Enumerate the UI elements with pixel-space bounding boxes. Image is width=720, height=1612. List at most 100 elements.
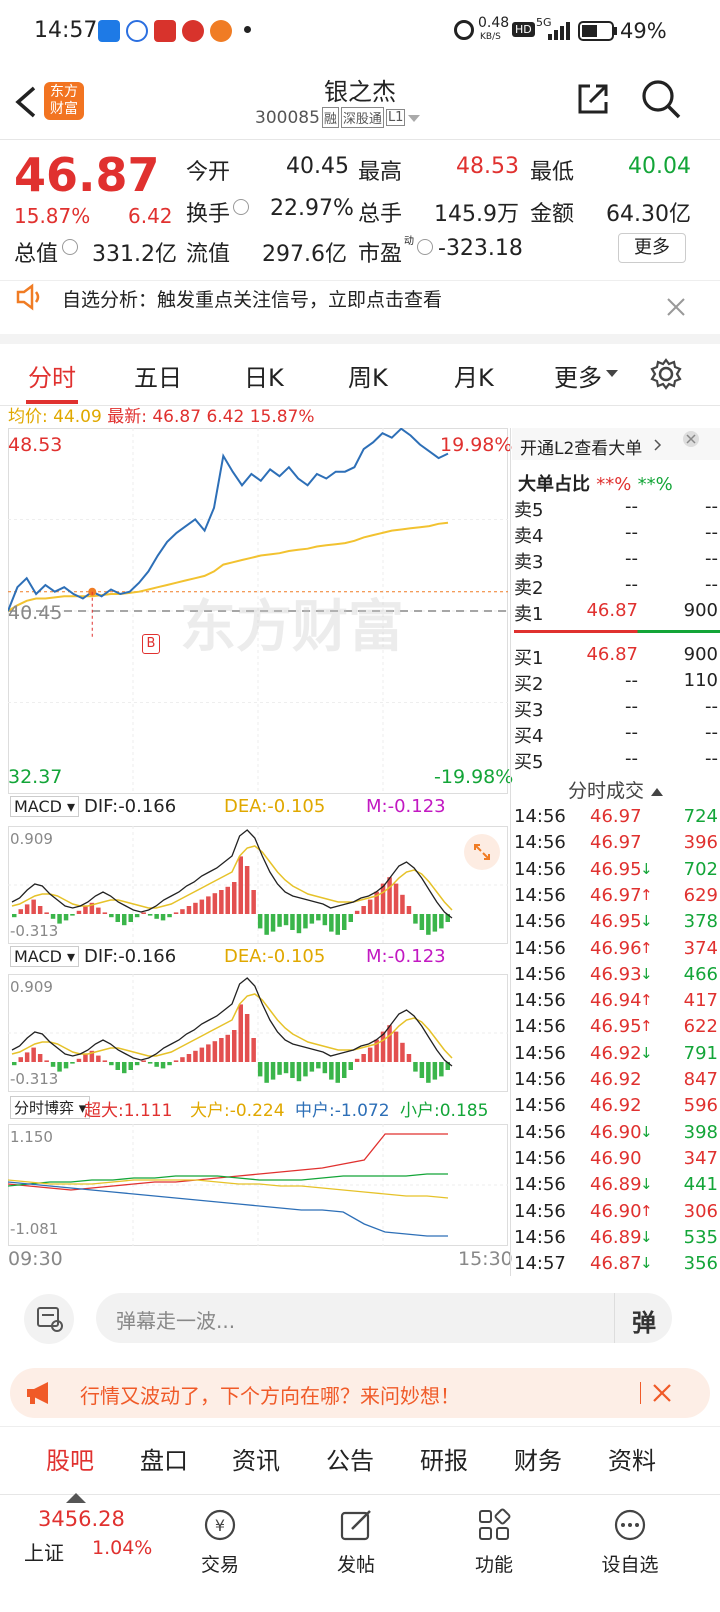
turnover-label: 换手	[186, 202, 231, 227]
macd-bar	[193, 1050, 198, 1062]
nav-trade-label: 交易	[200, 1554, 239, 1576]
flow-chart[interactable]	[8, 1124, 508, 1246]
nav-functions[interactable]: 功能	[444, 1505, 544, 1577]
back-arrow-icon[interactable]	[12, 84, 40, 120]
tab-intraday[interactable]: 分时	[28, 364, 76, 392]
signal-icon	[548, 22, 570, 40]
intraday-chart[interactable]	[8, 428, 508, 794]
alert-text: 自选分析：触发重点关注信号，立即点击查看	[62, 289, 443, 311]
macd-bar	[400, 1042, 405, 1062]
comment-input[interactable]: 弹幕走一波... 弹	[96, 1293, 672, 1343]
gear-icon[interactable]	[650, 358, 682, 390]
macd-bar	[193, 902, 198, 914]
macd-bar	[257, 914, 263, 929]
macd-bar	[419, 1062, 425, 1078]
expand-button[interactable]	[464, 834, 500, 870]
macd-bar	[387, 1025, 392, 1062]
promo-banner[interactable]: 行情又波动了，下个方向在哪？来问妙想！	[10, 1368, 710, 1418]
danmaku-button[interactable]: 弹	[632, 1309, 656, 1337]
trade-direction: ↑	[640, 1017, 653, 1036]
macd1-chart[interactable]	[8, 826, 508, 944]
subtab-profile[interactable]: 资料	[608, 1447, 656, 1475]
search-icon[interactable]	[640, 78, 682, 120]
close-icon[interactable]	[666, 297, 686, 317]
subtab-guba[interactable]: 股吧	[46, 1447, 94, 1475]
macd-bar	[57, 1062, 62, 1072]
tab-more[interactable]: 更多	[554, 364, 602, 392]
macd2-header: MACD ▾ DIF:-0.166 DEA:-0.105 M:-0.123	[8, 944, 510, 974]
avg-label: 均价:	[8, 407, 48, 427]
tab-weekly-k[interactable]: 周K	[348, 364, 388, 392]
info-icon[interactable]	[417, 239, 433, 255]
trades-title[interactable]: 分时成交	[512, 776, 720, 803]
trade-price: 46.92	[590, 1042, 642, 1064]
comment-settings-button[interactable]	[24, 1294, 74, 1344]
l2-banner[interactable]: 开通L2查看大单	[512, 428, 720, 460]
ask-row: 卖4 -- --	[514, 522, 720, 549]
macd-bar	[24, 904, 30, 914]
macd-bar	[283, 1062, 289, 1074]
macd-bar	[374, 891, 379, 914]
analysis-alert[interactable]: 自选分析：触发重点关注信号，立即点击查看	[0, 280, 720, 344]
trade-row: 14:57 46.87 ↓ 356	[514, 1253, 720, 1280]
trade-price: 46.90	[590, 1121, 642, 1143]
share-icon[interactable]	[574, 80, 612, 118]
more-button[interactable]: 更多	[618, 233, 686, 263]
subtab-finance[interactable]: 财务	[514, 1447, 562, 1475]
flow-header: 分时博弈 ▾ 超大:1.111 大户:-0.224 中户:-1.072 小户:0…	[8, 1094, 510, 1124]
nav-post[interactable]: 发帖	[306, 1505, 406, 1577]
macd-bar	[277, 914, 282, 927]
nav-trade[interactable]: ¥ 交易	[170, 1505, 270, 1577]
sort-up-icon	[651, 788, 664, 796]
trade-volume: 622	[683, 1016, 718, 1038]
l2-text: 开通L2查看大单	[520, 439, 643, 459]
subtab-pankou[interactable]: 盘口	[140, 1447, 188, 1475]
macd2-chart[interactable]	[8, 974, 508, 1092]
trade-row: 14:56 46.97 724	[514, 806, 720, 833]
ask-volume: --	[705, 522, 718, 543]
app-notification-icon	[210, 20, 232, 42]
tab-five-day[interactable]: 五日	[134, 364, 182, 392]
comment-placeholder: 弹幕走一波...	[116, 1309, 236, 1333]
trade-row: 14:56 46.95 ↓ 378	[514, 911, 720, 938]
subtab-news[interactable]: 资讯	[232, 1447, 280, 1475]
trade-price: 46.97	[590, 832, 642, 854]
nav-add-watchlist[interactable]: 设自选	[580, 1505, 680, 1577]
info-icon[interactable]	[62, 239, 78, 255]
dropdown-triangle-icon[interactable]	[407, 113, 421, 123]
macd-bar	[180, 1057, 185, 1062]
trade-volume: 535	[683, 1226, 718, 1248]
trade-time: 14:56	[514, 1226, 566, 1248]
app-notification-icon	[154, 20, 176, 42]
subtab-research[interactable]: 研报	[420, 1447, 468, 1475]
ask-row: 卖5 -- --	[514, 496, 720, 523]
chart-base-price: 40.45	[8, 602, 63, 624]
net-speed: 0.48	[478, 15, 510, 31]
close-icon[interactable]	[652, 1383, 672, 1403]
info-icon[interactable]	[233, 199, 249, 215]
status-time: 14:57	[34, 18, 98, 43]
tab-daily-k[interactable]: 日K	[244, 364, 284, 392]
avg-value: 44.09	[53, 407, 102, 427]
danmaku-settings-icon	[37, 1307, 63, 1332]
close-icon[interactable]	[682, 430, 700, 448]
macd-bar	[354, 910, 360, 914]
buy-marker[interactable]: B	[142, 634, 160, 654]
macd-bar	[154, 914, 159, 919]
nav-add-watchlist-label: 设自选	[601, 1554, 659, 1576]
subtab-announcements[interactable]: 公告	[326, 1447, 374, 1475]
trade-price: 46.96	[590, 937, 642, 959]
margin-tag: 融	[321, 107, 339, 128]
macd-bar	[277, 1062, 282, 1075]
comment-bar: 弹幕走一波... 弹	[0, 1276, 720, 1366]
index-widget[interactable]: 3456.28 上证 1.04%	[10, 1495, 160, 1595]
tab-monthly-k[interactable]: 月K	[454, 364, 494, 392]
trade-volume: 356	[683, 1253, 718, 1275]
flow-selector[interactable]: 分时博弈 ▾	[10, 1096, 91, 1119]
macd-bar	[18, 1057, 23, 1062]
macd-bar	[264, 914, 269, 935]
macd1-selector[interactable]: MACD ▾	[10, 796, 80, 817]
ask-volume: --	[705, 548, 718, 569]
trade-price: 46.87	[590, 1253, 642, 1275]
macd2-selector[interactable]: MACD ▾	[10, 946, 80, 967]
